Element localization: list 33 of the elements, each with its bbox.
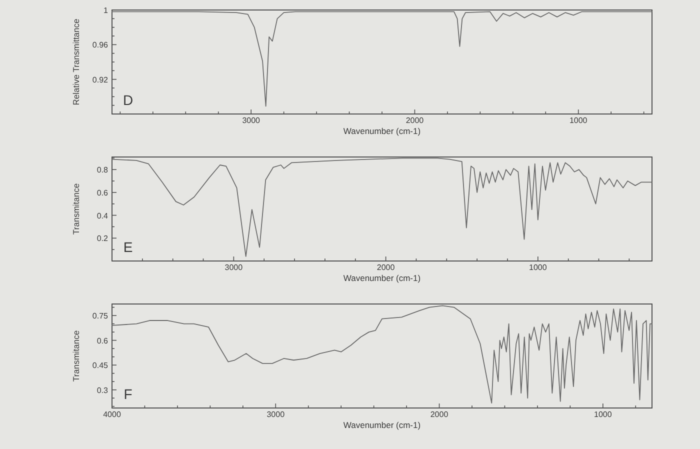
y-tick-label: 1 [104,6,109,14]
y-tick-label: 0.2 [96,234,109,243]
y-tick-label: 0.92 [92,74,109,84]
y-tick-label: 0.8 [96,165,109,174]
y-axis-title: Transmitance [71,183,81,235]
x-tick-label: 1000 [594,410,612,419]
y-tick-label: 0.6 [96,188,109,197]
y-axis-title: Relative Transmittance [71,18,81,106]
line-series [112,11,652,107]
x-axis-title: Wavenumber (cm-1) [343,420,421,430]
annotation: F [124,386,132,402]
x-tick-label: 3000 [224,262,244,272]
y-tick-label: 0.3 [96,385,109,394]
x-tick-label: 2000 [376,262,396,272]
line-series [112,158,652,257]
x-tick-label: 3000 [266,410,286,419]
y-tick-label: 0.4 [96,210,109,220]
y-tick-label: 0.75 [92,311,109,320]
x-tick-label: 2000 [406,116,424,125]
annotation: E [123,239,133,255]
annotation: D [122,92,134,108]
x-tick-label: 1000 [529,262,548,272]
y-tick-label: 0.45 [92,360,109,370]
y-tick-label: 0.6 [96,336,109,345]
x-tick-label: 4000 [103,410,122,419]
line-series [112,305,652,404]
y-axis-title: Transmitance [71,330,81,382]
x-tick-label: 2000 [430,410,449,419]
x-tick-label: 3000 [242,116,261,125]
x-tick-label: 1000 [569,116,588,125]
y-tick-label: 0.96 [92,40,109,50]
x-axis-title: Wavenumber (cm-1) [343,273,421,284]
x-axis-title: Wavenumber (cm-1) [343,126,421,136]
